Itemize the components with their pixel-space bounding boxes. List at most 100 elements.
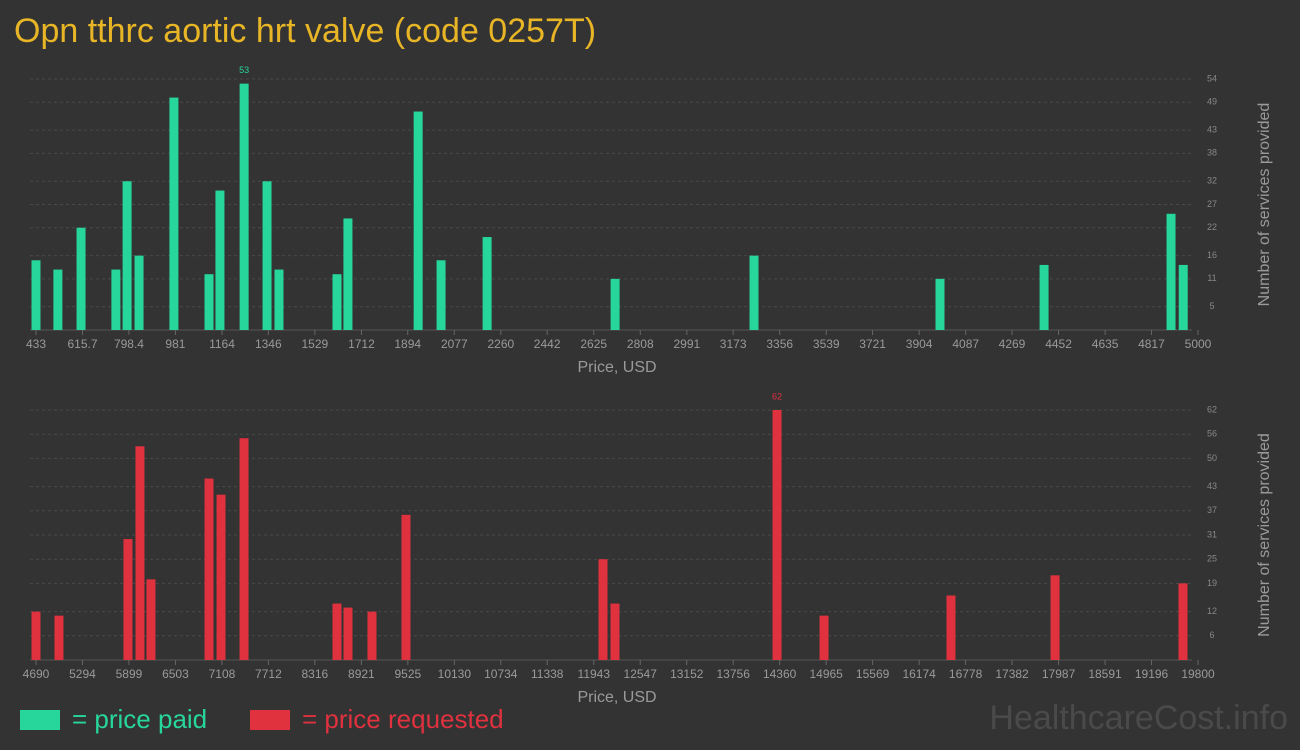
x-tick-label: 14360 xyxy=(763,667,797,681)
bar xyxy=(343,607,353,660)
x-tick-label: 2808 xyxy=(627,337,654,351)
bar xyxy=(332,603,342,660)
x-tick-label: 5000 xyxy=(1185,337,1212,351)
y-tick-label: 6 xyxy=(1209,630,1214,640)
bar xyxy=(262,181,272,330)
y-tick-label: 31 xyxy=(1207,529,1217,539)
x-tick-label: 981 xyxy=(165,337,185,351)
x-tick-label: 2260 xyxy=(487,337,514,351)
bar xyxy=(946,595,956,660)
watermark: HealthcareCost.info xyxy=(989,699,1288,737)
x-tick-label: 10130 xyxy=(438,667,472,681)
bar xyxy=(935,278,945,330)
bar xyxy=(239,438,249,660)
x-tick-label: 1529 xyxy=(302,337,329,351)
x-tick-label: 3904 xyxy=(906,337,933,351)
x-tick-label: 2077 xyxy=(441,337,468,351)
bar xyxy=(122,181,132,330)
bar xyxy=(215,190,225,330)
y-tick-label: 37 xyxy=(1207,505,1217,515)
x-tick-label: 4452 xyxy=(1045,337,1072,351)
x-tick-label: 3356 xyxy=(766,337,793,351)
bar xyxy=(401,514,411,660)
y-tick-label: 43 xyxy=(1207,481,1217,491)
x-tick-label: 10734 xyxy=(484,667,518,681)
y-tick-label: 25 xyxy=(1207,554,1217,564)
x-tick-label: 8921 xyxy=(348,667,375,681)
bar xyxy=(31,260,41,330)
x-tick-label: 2442 xyxy=(534,337,561,351)
bar xyxy=(204,274,214,330)
page-title: Opn tthrc aortic hrt valve (code 0257T) xyxy=(14,12,596,50)
x-tick-label: 4087 xyxy=(952,337,979,351)
x-tick-label: 1894 xyxy=(394,337,421,351)
x-tick-label: 15569 xyxy=(856,667,890,681)
x-tick-label: 1712 xyxy=(348,337,375,351)
bar xyxy=(367,611,377,660)
bar xyxy=(749,255,759,330)
x-tick-label: 3539 xyxy=(813,337,840,351)
y-axis-label: Number of services provided xyxy=(1256,433,1273,637)
y-tick-label: 43 xyxy=(1207,125,1217,135)
x-tick-label: 5899 xyxy=(116,667,143,681)
x-tick-label: 1346 xyxy=(255,337,282,351)
y-tick-label: 32 xyxy=(1207,176,1217,186)
data-label: 62 xyxy=(772,391,782,401)
y-tick-label: 62 xyxy=(1207,404,1217,414)
x-tick-label: 615.7 xyxy=(67,337,97,351)
x-tick-label: 798.4 xyxy=(114,337,144,351)
bar xyxy=(76,227,86,330)
bar xyxy=(1178,583,1188,660)
x-tick-label: 19800 xyxy=(1181,667,1215,681)
bar xyxy=(819,615,829,660)
x-tick-label: 2991 xyxy=(673,337,700,351)
y-tick-label: 11 xyxy=(1207,273,1216,283)
bar xyxy=(31,611,41,660)
bar xyxy=(53,269,63,330)
x-axis-label: Price, USD xyxy=(577,689,656,706)
bar xyxy=(598,559,608,660)
x-tick-label: 19196 xyxy=(1135,667,1169,681)
bar xyxy=(134,255,144,330)
y-tick-label: 54 xyxy=(1207,73,1217,83)
bar xyxy=(239,83,249,330)
legend-label: = price paid xyxy=(72,704,207,734)
bar xyxy=(436,260,446,330)
y-tick-label: 16 xyxy=(1207,250,1217,260)
y-tick-label: 38 xyxy=(1207,148,1217,158)
bar xyxy=(413,111,423,330)
bar xyxy=(123,539,133,660)
y-tick-label: 50 xyxy=(1207,453,1217,463)
y-tick-label: 22 xyxy=(1207,222,1217,232)
x-tick-label: 7712 xyxy=(255,667,282,681)
x-tick-label: 12547 xyxy=(624,667,658,681)
x-tick-label: 6503 xyxy=(162,667,189,681)
bar xyxy=(1166,213,1176,330)
x-tick-label: 13152 xyxy=(670,667,704,681)
y-tick-label: 19 xyxy=(1207,578,1217,588)
x-tick-label: 9525 xyxy=(394,667,421,681)
x-tick-label: 11943 xyxy=(578,667,611,681)
x-tick-label: 433 xyxy=(26,337,46,351)
legend-swatch xyxy=(20,710,60,730)
x-tick-label: 3173 xyxy=(720,337,747,351)
legend-label: = price requested xyxy=(302,704,504,734)
bar xyxy=(146,579,156,660)
x-tick-label: 18591 xyxy=(1088,667,1122,681)
bar xyxy=(135,446,145,660)
x-tick-label: 2625 xyxy=(580,337,607,351)
bar xyxy=(216,494,226,660)
bar xyxy=(204,478,214,660)
bar xyxy=(169,97,179,330)
y-tick-label: 5 xyxy=(1209,301,1214,311)
data-label: 53 xyxy=(239,65,249,75)
bar xyxy=(772,410,782,660)
bar xyxy=(1039,264,1049,330)
x-tick-label: 7108 xyxy=(209,667,236,681)
bar xyxy=(1050,575,1060,660)
bar xyxy=(274,269,284,330)
bar xyxy=(111,269,121,330)
x-tick-label: 14965 xyxy=(809,667,843,681)
bar xyxy=(343,218,353,330)
